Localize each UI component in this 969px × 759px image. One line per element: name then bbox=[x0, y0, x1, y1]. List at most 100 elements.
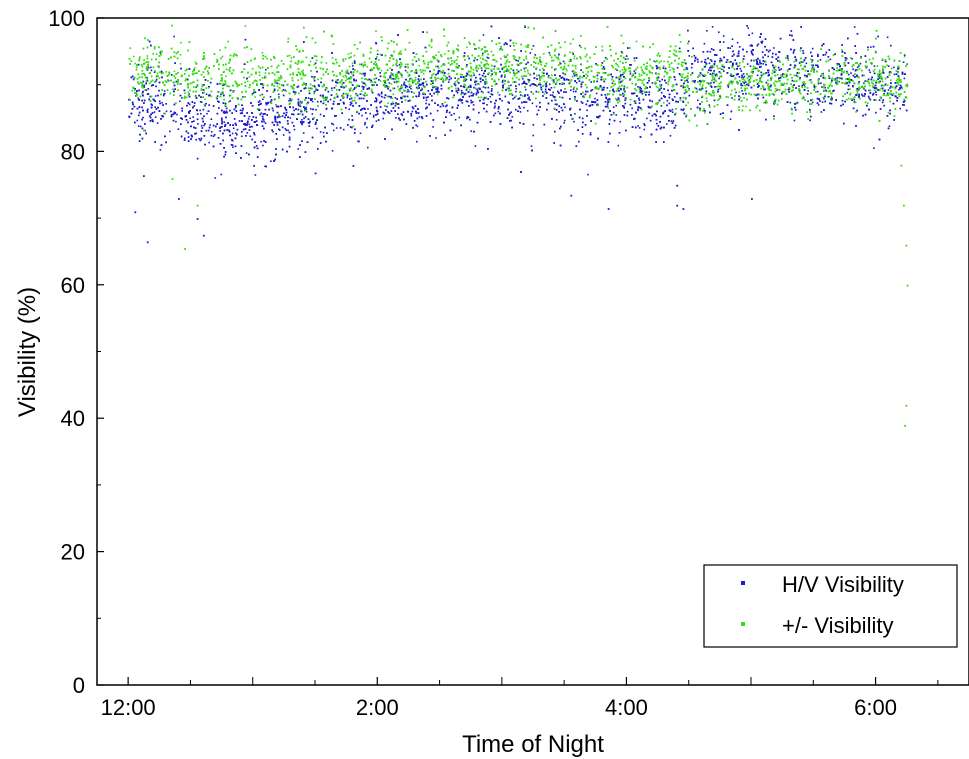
point bbox=[220, 173, 223, 176]
point bbox=[316, 100, 319, 103]
point bbox=[729, 47, 732, 49]
point bbox=[816, 97, 819, 100]
point bbox=[574, 113, 576, 115]
point bbox=[708, 104, 711, 106]
point bbox=[415, 112, 418, 114]
point bbox=[379, 106, 382, 108]
point bbox=[499, 112, 501, 115]
point bbox=[601, 89, 604, 91]
point bbox=[810, 99, 812, 101]
point bbox=[389, 76, 391, 79]
point bbox=[479, 77, 482, 80]
point bbox=[141, 118, 143, 121]
point bbox=[608, 98, 610, 100]
point bbox=[425, 102, 427, 105]
point bbox=[424, 93, 426, 96]
point bbox=[503, 43, 506, 46]
point bbox=[731, 97, 733, 99]
point bbox=[769, 85, 772, 88]
series-0 bbox=[128, 25, 908, 244]
point bbox=[659, 80, 661, 83]
point bbox=[489, 121, 492, 123]
point bbox=[262, 98, 264, 101]
point bbox=[517, 70, 520, 73]
point bbox=[274, 120, 277, 123]
point bbox=[187, 102, 190, 104]
point bbox=[793, 66, 796, 69]
point bbox=[212, 145, 215, 148]
point bbox=[650, 133, 653, 136]
point bbox=[275, 153, 277, 156]
point bbox=[713, 99, 716, 102]
point bbox=[902, 104, 904, 106]
point bbox=[824, 86, 826, 89]
point bbox=[276, 124, 279, 126]
point bbox=[508, 87, 510, 90]
point bbox=[858, 81, 860, 83]
point bbox=[460, 124, 462, 127]
point bbox=[584, 93, 587, 96]
point bbox=[719, 49, 721, 51]
point bbox=[264, 122, 267, 125]
point bbox=[740, 84, 742, 87]
point bbox=[335, 115, 337, 117]
point bbox=[887, 65, 890, 67]
point bbox=[777, 56, 780, 59]
point bbox=[659, 127, 662, 130]
point bbox=[580, 101, 583, 103]
point bbox=[360, 109, 362, 111]
point bbox=[431, 99, 433, 102]
point bbox=[420, 89, 422, 92]
point bbox=[470, 91, 473, 94]
point bbox=[395, 102, 397, 104]
point bbox=[138, 111, 141, 114]
point bbox=[300, 110, 302, 112]
point bbox=[276, 138, 278, 140]
point bbox=[482, 86, 485, 88]
point bbox=[701, 87, 704, 90]
point bbox=[162, 115, 164, 118]
point bbox=[169, 130, 171, 133]
point bbox=[437, 70, 440, 72]
point bbox=[679, 97, 682, 99]
point bbox=[656, 122, 658, 125]
point bbox=[646, 117, 648, 120]
point bbox=[267, 101, 270, 104]
point bbox=[249, 126, 251, 128]
point bbox=[149, 95, 152, 98]
point bbox=[363, 107, 366, 110]
point bbox=[150, 103, 153, 105]
point bbox=[581, 102, 584, 104]
point bbox=[691, 72, 694, 74]
point bbox=[206, 112, 208, 115]
point bbox=[188, 112, 190, 114]
point bbox=[264, 108, 267, 111]
point bbox=[157, 106, 159, 109]
point bbox=[663, 95, 665, 97]
point bbox=[417, 78, 420, 80]
point bbox=[551, 99, 553, 102]
point bbox=[509, 112, 511, 115]
point bbox=[761, 40, 764, 43]
point bbox=[563, 82, 565, 85]
point bbox=[563, 119, 566, 122]
point bbox=[817, 53, 819, 56]
point bbox=[331, 52, 333, 54]
point bbox=[353, 79, 355, 82]
point bbox=[311, 113, 314, 115]
point bbox=[811, 66, 814, 69]
point bbox=[454, 84, 457, 87]
point bbox=[401, 92, 403, 94]
point bbox=[664, 110, 666, 112]
point bbox=[348, 118, 350, 121]
point bbox=[180, 135, 183, 138]
point bbox=[468, 57, 470, 60]
point bbox=[671, 122, 674, 124]
point bbox=[261, 120, 263, 123]
point bbox=[397, 107, 400, 109]
point bbox=[618, 90, 620, 92]
point bbox=[400, 96, 402, 99]
point bbox=[879, 108, 882, 110]
point bbox=[539, 83, 542, 86]
point bbox=[728, 67, 730, 69]
